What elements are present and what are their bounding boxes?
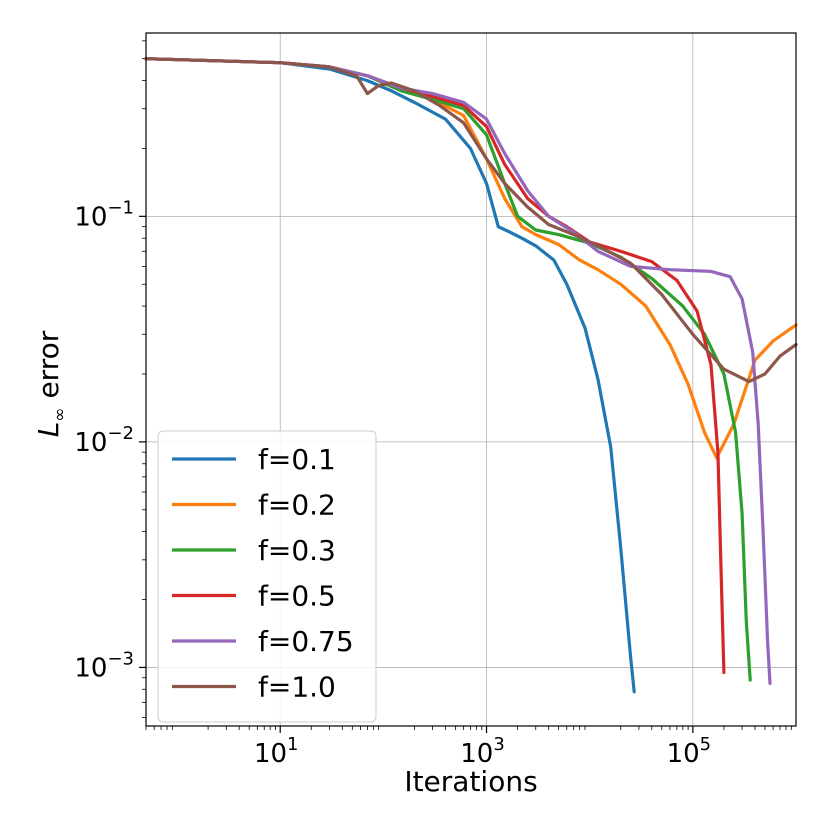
series-lines [144,57,798,694]
y-tick-label: 10−2 [74,423,134,458]
series-line-1 [144,57,636,694]
x-tick-label-base: 10 [460,739,493,769]
y-tick-label-base: 10 [74,653,107,683]
y-axis-label-rest: error [32,330,65,407]
x-tick-label: 105 [667,734,712,769]
y-axis-label-main: L [32,422,65,438]
x-tick-label-base: 10 [254,739,287,769]
y-axis-label-sub: ∞ [50,407,70,421]
y-tick-label: 10−1 [74,197,134,232]
y-tick-label: 10−3 [74,648,134,683]
major-ticks [139,215,694,733]
legend-label: f=0.2 [258,489,336,522]
minor-ticks [142,40,792,730]
grid [146,33,796,726]
x-tick-label-exp: 1 [287,734,298,755]
x-tick-label-exp: 3 [493,734,504,755]
legend-label: f=0.1 [258,443,336,476]
x-tick-label: 101 [254,734,299,769]
legend-label: f=0.75 [258,625,354,658]
legend-label: f=0.3 [258,534,336,567]
x-axis-label: Iterations [404,765,537,798]
y-axis-label: L∞ error [32,330,70,437]
y-tick-label-base: 10 [74,202,107,232]
x-tick-label-base: 10 [667,739,700,769]
legend: f=0.1 f=0.2 f=0.3 f=0.5 f=0.75 f=1.0 [157,430,377,723]
x-tick-label: 103 [460,734,505,769]
y-tick-label-exp: −2 [107,423,134,444]
legend-label: f=1.0 [258,671,336,704]
y-tick-label-base: 10 [74,428,107,458]
plot-frame [145,32,797,727]
series-line-6 [144,57,798,384]
y-tick-label-exp: −1 [107,197,134,218]
legend-label: f=0.5 [258,580,336,613]
y-tick-label-exp: −3 [107,648,134,669]
x-tick-label-exp: 5 [700,734,711,755]
